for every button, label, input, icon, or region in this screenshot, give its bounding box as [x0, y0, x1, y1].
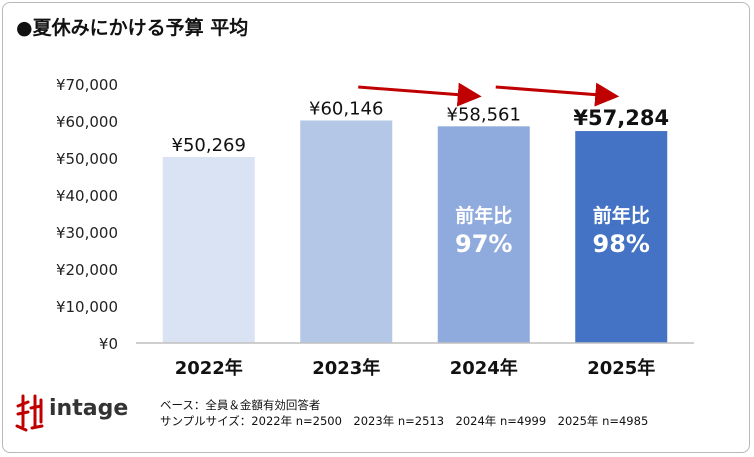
yoy-value: 97% [455, 230, 512, 258]
data-label: ¥60,146 [309, 98, 383, 119]
bar [575, 131, 668, 343]
chart-title: ●夏休みにかける予算 平均 [16, 17, 249, 39]
trend-arrow [495, 82, 620, 107]
y-axis: ¥0 ¥10,000 ¥20,000 ¥30,000 ¥40,000 ¥50,000 ¥60… [56, 76, 118, 353]
yoy-label: 前年比 [455, 204, 512, 227]
x-tick-label: 2024年 [450, 357, 518, 379]
bars: ¥50,269 ¥60,146 ¥58,561 ¥57,284 前年比 97% 前年比 98% [162, 98, 669, 343]
data-label: ¥57,284 [573, 106, 669, 130]
y-tick-label: ¥50,000 [56, 150, 118, 168]
yoy-label: 前年比 [593, 204, 650, 227]
y-tick-label: ¥70,000 [56, 76, 118, 94]
x-tick-label: 2025年 [587, 357, 655, 379]
brand-name: intage [49, 396, 129, 421]
y-tick-label: ¥40,000 [56, 187, 118, 205]
intage-logo-icon [15, 394, 44, 432]
bar [437, 126, 530, 343]
y-tick-label: ¥10,000 [56, 298, 118, 316]
y-tick-label: ¥60,000 [56, 113, 118, 131]
trend-arrows [358, 82, 620, 107]
y-tick-label: ¥20,000 [56, 261, 118, 279]
x-tick-label: 2023年 [312, 357, 380, 379]
x-tick-label: 2022年 [175, 357, 243, 379]
y-tick-label: ¥30,000 [56, 224, 118, 242]
trend-arrow [358, 82, 482, 107]
data-label: ¥58,561 [447, 104, 521, 125]
y-tick-label: ¥0 [99, 335, 118, 353]
x-axis: 2022年 2023年 2024年 2025年 [136, 342, 694, 379]
bar [162, 157, 255, 343]
yoy-value: 98% [593, 230, 650, 258]
intage-logo: intage [14, 392, 144, 436]
footnote: ベース：全員＆金額有効回答者 サンプルサイズ：2022年 n=2500 2023… [160, 397, 648, 429]
data-label: ¥50,269 [172, 135, 246, 156]
footnote-sample-size: サンプルサイズ：2022年 n=2500 2023年 n=2513 2024年 … [160, 414, 649, 428]
footnote-base: ベース：全員＆金額有効回答者 [160, 398, 321, 412]
bar [300, 120, 393, 343]
